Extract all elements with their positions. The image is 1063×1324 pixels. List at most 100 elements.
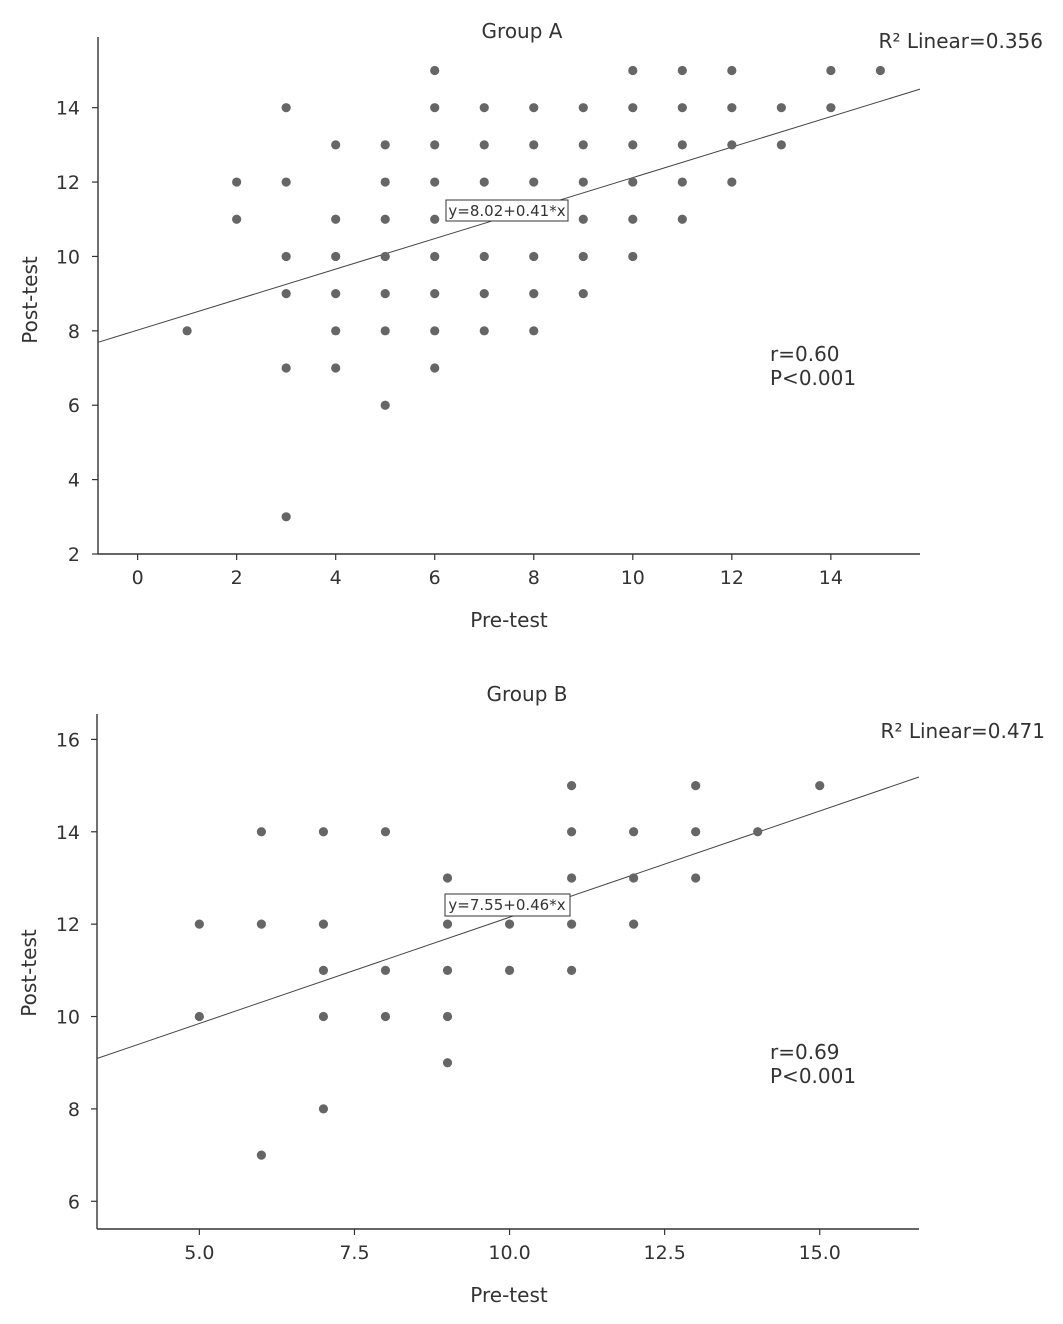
chart-a-point bbox=[727, 140, 737, 150]
chart-b-point bbox=[380, 827, 391, 837]
chart-a-x-tick-label: 8 bbox=[528, 567, 540, 589]
chart-a-point bbox=[281, 512, 291, 522]
chart-a-x-tick-label: 14 bbox=[819, 567, 843, 589]
chart-a-point bbox=[232, 214, 242, 224]
chart-a-point bbox=[281, 103, 291, 113]
chart-a-point bbox=[331, 140, 341, 150]
chart-b-point bbox=[442, 965, 453, 975]
chart-a-point bbox=[182, 326, 192, 336]
chart-a-point bbox=[479, 103, 489, 113]
chart-a-point bbox=[529, 289, 539, 299]
chart-a-point bbox=[529, 251, 539, 262]
chart-b-y-tick-label: 12 bbox=[56, 914, 80, 936]
chart-b-point bbox=[566, 827, 577, 837]
chart-b-point bbox=[442, 1058, 453, 1068]
chart-b-r2-label: R² Linear=0.471 bbox=[881, 719, 1045, 743]
chart-a-y-label: Post-test bbox=[18, 256, 42, 344]
chart-a-x-tick-label: 0 bbox=[132, 567, 144, 589]
chart-b-x-tick-label: 10.0 bbox=[488, 1242, 530, 1264]
chart-a-point bbox=[331, 289, 341, 299]
chart-a-title: Group A bbox=[482, 19, 563, 43]
chart-a-point bbox=[578, 177, 588, 187]
chart-b-point bbox=[318, 919, 329, 929]
chart-a-point bbox=[380, 289, 390, 299]
chart-a-point bbox=[380, 177, 390, 187]
chart-a-equation-box bbox=[445, 199, 569, 222]
chart-a-point bbox=[479, 289, 489, 299]
chart-a-point bbox=[529, 140, 539, 150]
chart-a-point bbox=[281, 251, 291, 262]
chart-a-point bbox=[380, 140, 390, 150]
chart-b-point bbox=[442, 1011, 453, 1022]
chart-a-point bbox=[677, 140, 687, 150]
chart-a-point bbox=[380, 214, 390, 224]
chart-b-fit-line bbox=[96, 776, 920, 1059]
chart-a-point bbox=[578, 251, 588, 262]
chart-a-point bbox=[430, 251, 440, 262]
chart-b-point bbox=[691, 780, 701, 791]
chart-a-point bbox=[430, 326, 440, 336]
chart-a-equation-text: y=8.02+0.41*x bbox=[448, 202, 565, 220]
chart-a-point bbox=[430, 363, 440, 373]
chart-a-point bbox=[331, 251, 341, 262]
chart-b-point bbox=[629, 827, 639, 837]
chart-a-point bbox=[875, 65, 885, 76]
chart-a-point bbox=[479, 326, 489, 336]
chart-a-point bbox=[281, 363, 291, 373]
chart-a-point bbox=[380, 400, 390, 410]
chart-a-x-tick-label: 2 bbox=[231, 567, 243, 589]
chart-b-point bbox=[194, 919, 204, 929]
chart-a-point bbox=[628, 251, 638, 262]
chart-b-point bbox=[256, 1150, 266, 1160]
chart-b-stat-p: P<0.001 bbox=[770, 1064, 856, 1088]
chart-a-y-tick-label: 8 bbox=[68, 321, 80, 343]
chart-a-point bbox=[727, 65, 737, 76]
chart-b-point bbox=[504, 919, 515, 929]
chart-a-x-tick-label: 6 bbox=[429, 567, 441, 589]
chart-b-point bbox=[691, 827, 701, 837]
chart-a-points bbox=[182, 65, 885, 522]
chart-b-point bbox=[318, 827, 329, 837]
chart-b-point bbox=[318, 1011, 329, 1022]
chart-b-point bbox=[504, 965, 515, 975]
chart-b-point bbox=[566, 919, 577, 929]
chart-a-point bbox=[430, 177, 440, 187]
chart-b-point bbox=[318, 965, 329, 975]
chart-b-point bbox=[753, 827, 763, 837]
chart-b-point bbox=[318, 1104, 329, 1114]
chart-a-point bbox=[380, 251, 390, 262]
chart-b-point bbox=[442, 873, 453, 883]
chart-a-y-tick-label: 12 bbox=[56, 172, 80, 194]
chart-b-x-tick-label: 15.0 bbox=[799, 1242, 841, 1264]
chart-a-y-tick-label: 10 bbox=[56, 246, 80, 268]
chart-a-ticks: 0 2 4 6 8 10 12 14 2 4 6 8 10 12 14 bbox=[56, 98, 843, 589]
chart-a-point bbox=[628, 214, 638, 224]
chart-a-r2-label: R² Linear=0.356 bbox=[879, 29, 1043, 53]
chart-a-point bbox=[232, 177, 242, 187]
chart-a-point bbox=[776, 103, 786, 113]
chart-b-y-tick-label: 14 bbox=[56, 822, 80, 844]
chart-b-point bbox=[256, 827, 266, 837]
chart-a-point bbox=[578, 289, 588, 299]
chart-a-point bbox=[430, 65, 440, 76]
chart-a-point bbox=[727, 103, 737, 113]
chart-a-point bbox=[479, 177, 489, 187]
chart-a-x-tick-label: 10 bbox=[621, 567, 645, 589]
chart-a-point bbox=[430, 140, 440, 150]
chart-a-x-tick-label: 4 bbox=[330, 567, 342, 589]
chart-a-x-tick-label: 12 bbox=[720, 567, 744, 589]
chart-b-point bbox=[691, 873, 701, 883]
chart-a-x-label: Pre-test bbox=[470, 608, 548, 632]
chart-b-x-label: Pre-test bbox=[470, 1283, 548, 1307]
chart-a-point bbox=[331, 214, 341, 224]
chart-b-point bbox=[256, 919, 266, 929]
chart-b-y-tick-label: 10 bbox=[56, 1007, 80, 1029]
chart-a-point bbox=[826, 103, 836, 113]
chart-a-y-tick-label: 4 bbox=[68, 470, 80, 492]
chart-b-stat-r: r=0.69 bbox=[770, 1040, 840, 1064]
chart-a-point bbox=[677, 103, 687, 113]
chart-a-y-tick-label: 2 bbox=[68, 544, 80, 566]
chart-a-point bbox=[776, 140, 786, 150]
chart-b-point bbox=[566, 873, 577, 883]
chart-a-stat-p: P<0.001 bbox=[770, 366, 856, 390]
